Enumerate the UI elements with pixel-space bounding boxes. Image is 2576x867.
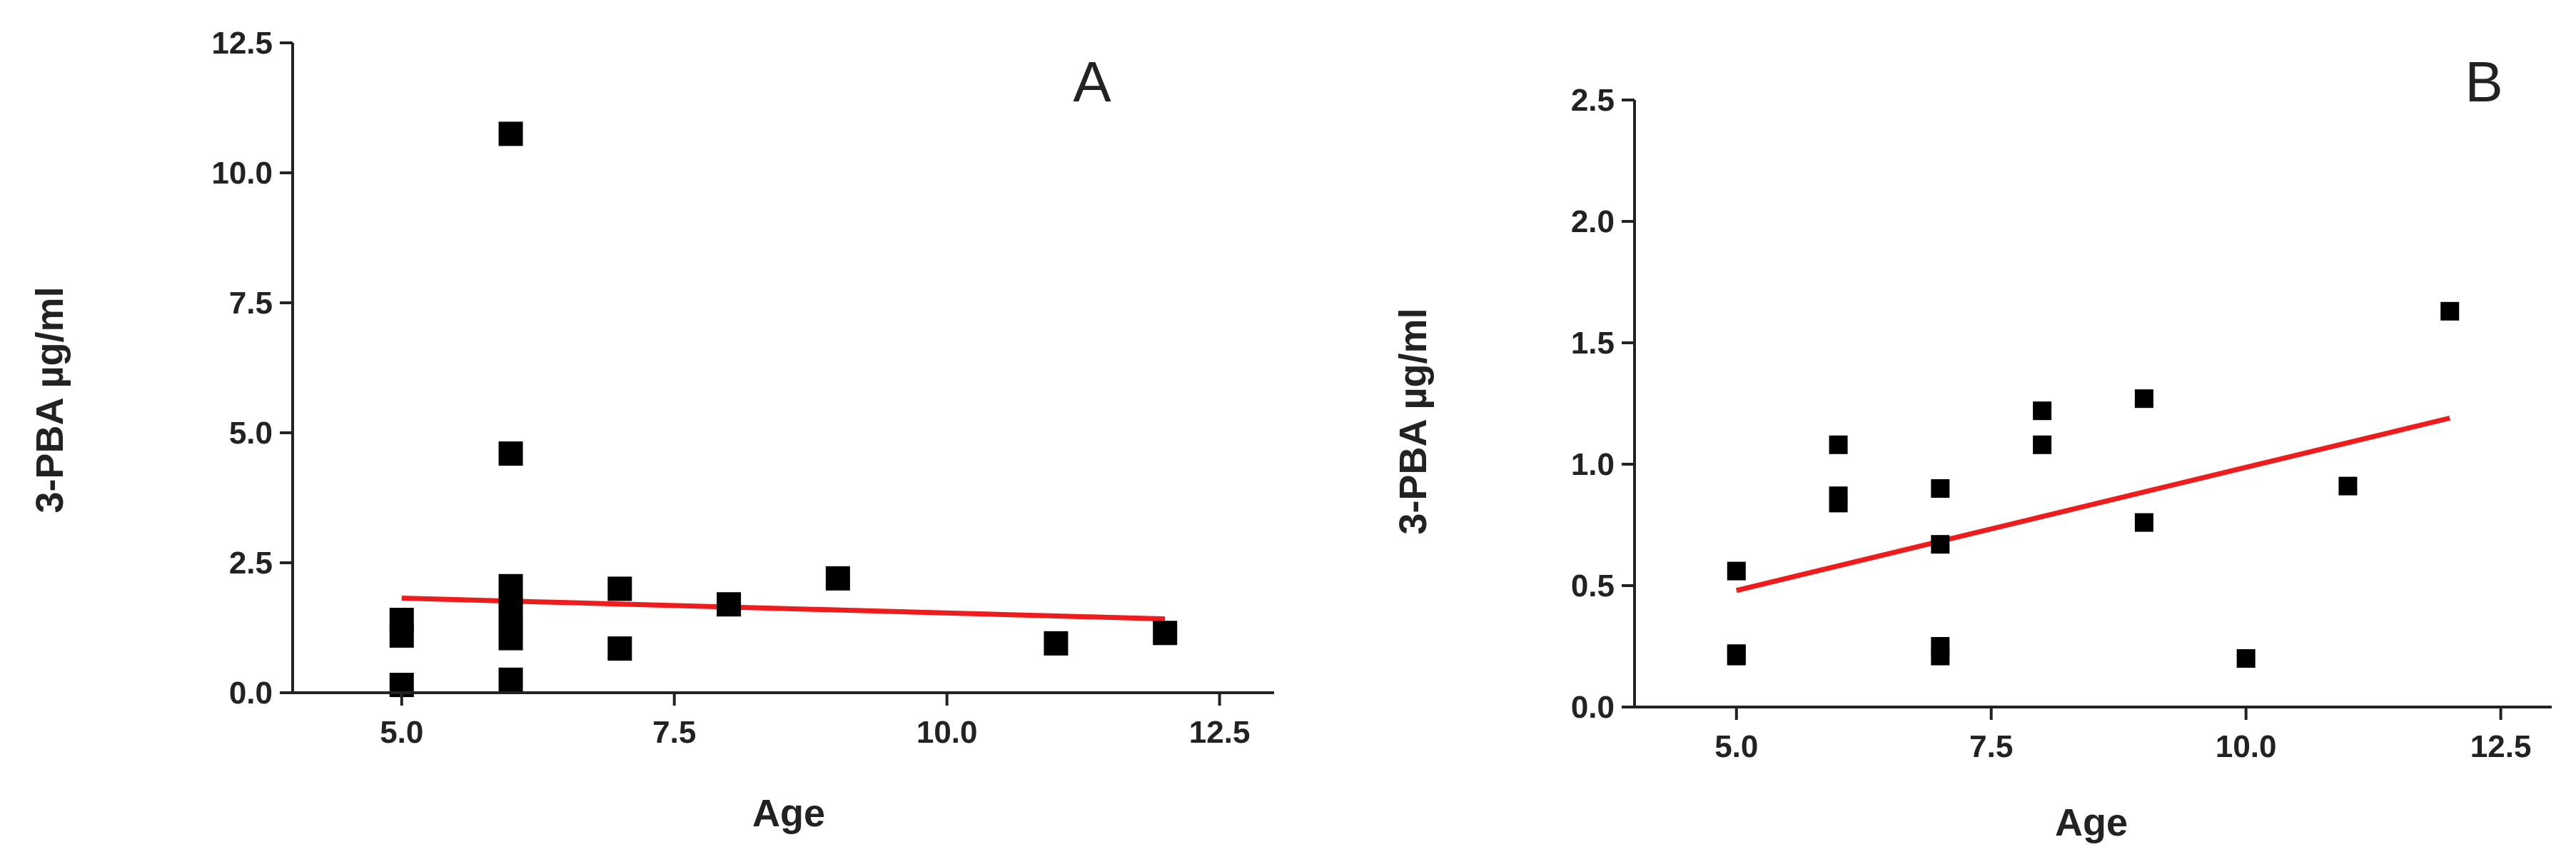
data-point [607, 576, 632, 601]
data-point [2440, 301, 2460, 321]
data-point [1829, 435, 1848, 454]
data-point [498, 626, 523, 651]
data-point [1044, 631, 1069, 656]
panel-a-label: A [1073, 50, 1111, 114]
y-tick-label: 1.5 [1571, 326, 1615, 361]
panel-b-y-axis-title: 3-PBA µg/ml [1392, 308, 1435, 534]
data-point [498, 441, 523, 466]
x-tick-label: 10.0 [916, 715, 978, 750]
data-point [1727, 646, 1746, 666]
y-tick-label: 7.5 [229, 286, 273, 321]
x-tick-label: 5.0 [380, 715, 423, 750]
y-tick-label: 10.0 [211, 156, 273, 191]
data-point [498, 667, 523, 692]
regression-line [401, 596, 1166, 622]
data-point [1727, 561, 1746, 581]
panel-b-label: B [2465, 50, 2502, 114]
x-tick-label: 7.5 [652, 715, 696, 750]
regression-line [1735, 415, 2451, 593]
chart-panel-a: 0.0 2.5 5.0 7.5 10.0 12.5 5.0 7.5 10.0 12.5 A Age… [29, 26, 1274, 835]
x-tick-label: 5.0 [1714, 729, 1758, 764]
data-point [825, 566, 850, 591]
panel-b-axes: 0.0 0.5 1.0 1.5 2.0 2.5 5.0 7.5 10.0 12.5 [1571, 83, 2552, 764]
x-tick-label: 7.5 [1969, 729, 2013, 764]
y-tick-label: 0.0 [229, 676, 273, 711]
data-point [2134, 389, 2153, 409]
panel-b-x-axis-title: Age [2055, 801, 2128, 844]
panel-a-marks [389, 121, 1178, 698]
data-point [498, 573, 523, 598]
panel-a-axes: 0.0 2.5 5.0 7.5 10.0 12.5 5.0 7.5 10.0 12.5 [211, 26, 1274, 750]
data-point [2338, 476, 2358, 496]
data-point [389, 623, 414, 648]
data-point [2033, 435, 2052, 454]
data-point [1931, 646, 1950, 666]
data-point [498, 121, 523, 146]
chart-panel-b: 0.0 0.5 1.0 1.5 2.0 2.5 5.0 7.5 10.0 12.5 B Age 3… [1392, 50, 2552, 844]
data-point [2236, 649, 2256, 668]
data-point [607, 636, 632, 661]
panel-a-y-axis-title: 3-PBA µg/ml [29, 286, 71, 513]
y-tick-label: 1.0 [1571, 447, 1615, 482]
y-tick-label: 12.5 [211, 26, 273, 61]
panel-b-marks [1727, 301, 2460, 668]
y-tick-label: 2.5 [229, 546, 273, 581]
x-tick-label: 12.5 [2470, 729, 2532, 764]
y-tick-label: 5.0 [229, 416, 273, 451]
y-tick-label: 2.0 [1571, 204, 1615, 239]
data-point [2134, 513, 2153, 532]
data-point [2033, 401, 2052, 421]
data-point [1931, 535, 1950, 554]
y-tick-label: 0.5 [1571, 568, 1615, 603]
x-tick-label: 10.0 [2216, 729, 2277, 764]
data-point [1829, 493, 1848, 513]
y-tick-label: 2.5 [1571, 83, 1615, 118]
data-point [1153, 621, 1178, 646]
panel-a-x-axis-title: Age [752, 792, 825, 835]
data-point [717, 592, 742, 617]
y-tick-label: 0.0 [1571, 690, 1615, 725]
data-point [1931, 479, 1950, 498]
x-tick-label: 12.5 [1189, 715, 1251, 750]
